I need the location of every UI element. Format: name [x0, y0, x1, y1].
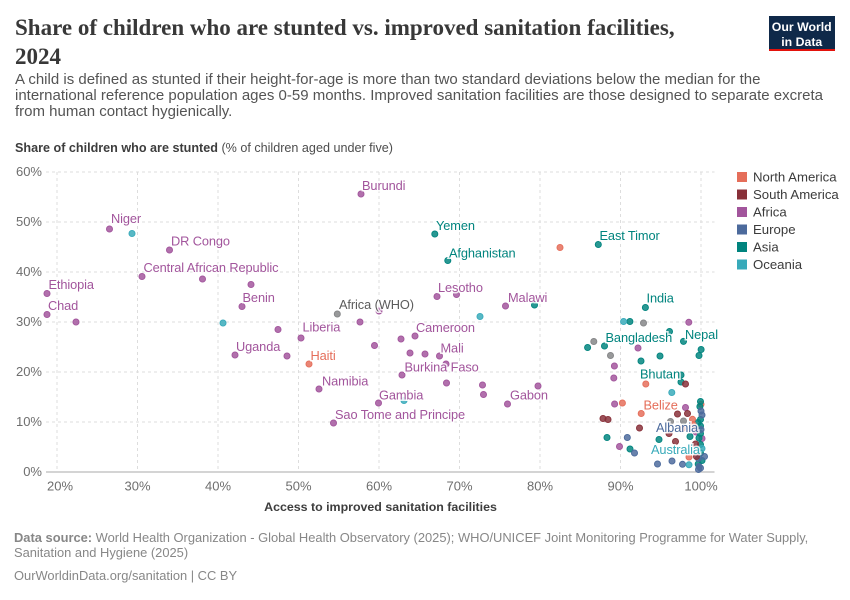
svg-text:60%: 60% — [366, 479, 392, 494]
svg-text:30%: 30% — [16, 314, 42, 329]
svg-text:Benin: Benin — [243, 290, 275, 305]
svg-text:80%: 80% — [527, 479, 553, 494]
svg-text:Oceania: Oceania — [753, 257, 803, 272]
svg-text:Central African Republic: Central African Republic — [144, 260, 280, 275]
svg-text:100%: 100% — [684, 479, 718, 494]
svg-text:Gabon: Gabon — [510, 387, 548, 402]
svg-text:Africa (WHO): Africa (WHO) — [339, 297, 414, 312]
svg-text:Uganda: Uganda — [236, 339, 281, 354]
svg-text:North America: North America — [753, 170, 837, 185]
svg-text:Albania: Albania — [656, 420, 699, 435]
svg-text:Australia: Australia — [651, 442, 701, 457]
svg-text:Lesotho: Lesotho — [438, 280, 483, 295]
svg-text:70%: 70% — [446, 479, 472, 494]
svg-text:DR Congo: DR Congo — [171, 233, 230, 248]
svg-text:Ethiopia: Ethiopia — [49, 277, 95, 292]
svg-text:East Timor: East Timor — [600, 228, 661, 243]
svg-text:Mali: Mali — [441, 340, 464, 355]
svg-text:Europe: Europe — [753, 222, 796, 237]
svg-text:Sao Tome and Principe: Sao Tome and Principe — [335, 407, 465, 422]
svg-text:Namibia: Namibia — [322, 373, 369, 388]
svg-text:60%: 60% — [16, 164, 42, 179]
svg-text:South America: South America — [753, 187, 839, 202]
svg-text:India: India — [647, 290, 675, 305]
svg-text:Asia: Asia — [753, 240, 779, 255]
svg-text:30%: 30% — [124, 479, 150, 494]
svg-text:Burundi: Burundi — [362, 178, 405, 193]
svg-text:Cameroon: Cameroon — [416, 320, 475, 335]
svg-text:90%: 90% — [607, 479, 633, 494]
svg-text:20%: 20% — [16, 364, 42, 379]
svg-text:Burkina Faso: Burkina Faso — [405, 359, 479, 374]
svg-text:40%: 40% — [16, 264, 42, 279]
svg-text:Africa: Africa — [753, 205, 787, 220]
svg-text:Nepal: Nepal — [685, 327, 718, 342]
svg-text:50%: 50% — [285, 479, 311, 494]
svg-text:Yemen: Yemen — [436, 218, 475, 233]
svg-text:40%: 40% — [205, 479, 231, 494]
svg-text:Bangladesh: Bangladesh — [606, 330, 673, 345]
svg-text:Niger: Niger — [111, 211, 142, 226]
svg-text:Afghanistan: Afghanistan — [449, 245, 516, 260]
svg-text:Haiti: Haiti — [311, 348, 336, 363]
svg-text:Gambia: Gambia — [379, 387, 424, 402]
svg-text:20%: 20% — [47, 479, 73, 494]
svg-text:Malawi: Malawi — [508, 290, 547, 305]
svg-text:10%: 10% — [16, 414, 42, 429]
svg-text:Liberia: Liberia — [303, 319, 342, 334]
svg-text:0%: 0% — [23, 464, 42, 479]
svg-text:Chad: Chad — [48, 298, 78, 313]
svg-text:50%: 50% — [16, 214, 42, 229]
svg-text:Belize: Belize — [644, 397, 678, 412]
svg-text:Bhutan: Bhutan — [640, 366, 680, 381]
